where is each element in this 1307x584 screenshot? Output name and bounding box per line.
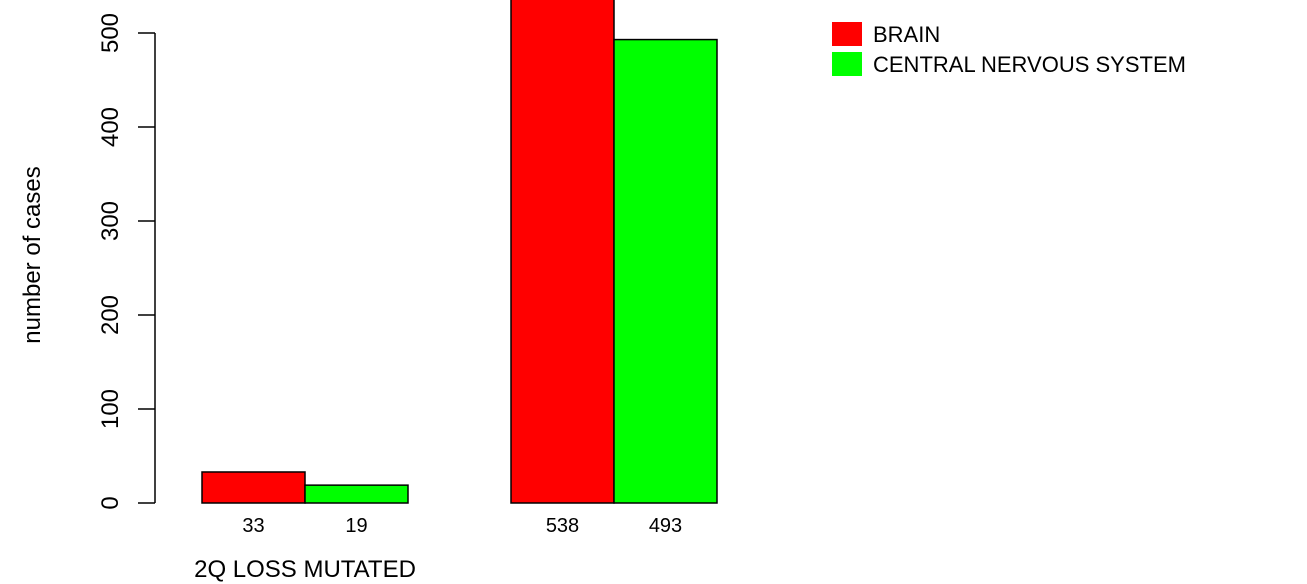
bar-value-label: 33 — [242, 515, 264, 537]
bars — [201, 0, 718, 504]
category-label: 2Q LOSS MUTATED — [194, 556, 416, 583]
y-tick-label: 100 — [97, 389, 124, 429]
y-tick-label: 300 — [97, 201, 124, 241]
bar-value-label: 493 — [649, 515, 682, 537]
category-labels: 2Q LOSS MUTATED — [194, 556, 416, 583]
legend-label: CENTRAL NERVOUS SYSTEM — [873, 52, 1186, 77]
bar-value-label: 19 — [345, 515, 367, 537]
legend-swatch — [832, 22, 862, 46]
y-axis-label: number of cases — [19, 166, 46, 343]
legend-label: BRAIN — [873, 22, 940, 47]
bar-value-labels: 33 19 538 493 — [242, 515, 682, 537]
bar — [510, 0, 615, 504]
bar — [613, 38, 718, 504]
bar — [201, 471, 306, 504]
legend-swatch — [832, 52, 862, 76]
y-tick-label: 500 — [97, 13, 124, 53]
legend: BRAIN CENTRAL NERVOUS SYSTEM — [832, 22, 1186, 77]
bar — [304, 484, 409, 504]
y-axis: 0 100 200 300 400 500 — [97, 13, 156, 510]
y-tick-label: 200 — [97, 295, 124, 335]
y-tick-label: 400 — [97, 107, 124, 147]
bar-value-label: 538 — [546, 515, 579, 537]
y-tick-label: 0 — [97, 496, 124, 509]
